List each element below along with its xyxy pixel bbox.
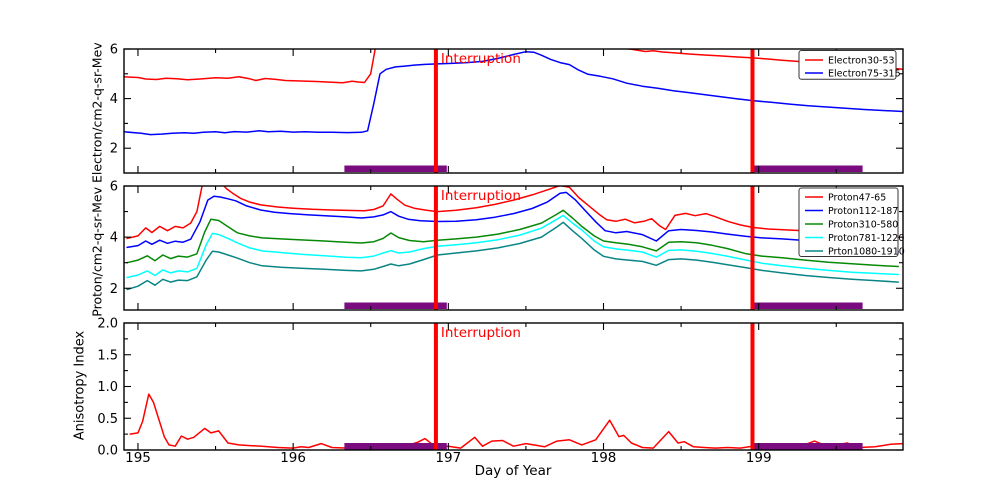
y-tick-label: 2.0 (97, 317, 118, 332)
x-tick-label: 198 (591, 450, 617, 466)
panel-proton-flux: Interruption 2 4 6 (110, 180, 904, 311)
y-tick-label: 1.0 (97, 380, 118, 395)
y-tick-label: 2 (110, 282, 118, 297)
panel-anisotropy: Interruption 0.0 0.5 1.0 1.5 2.0 (97, 317, 904, 459)
series-line-Electron30-53 (124, 49, 903, 84)
interruption-label: Interruption (441, 51, 521, 67)
series-line-Proton47-65 (126, 186, 900, 242)
interruption-label: Interruption (441, 325, 521, 341)
axes-frame (123, 48, 904, 174)
interruption-bar (344, 165, 447, 172)
legend: Electron30-53 Electron75-315 (798, 50, 901, 80)
interruption-bar (344, 443, 447, 450)
y-tick-label: 4 (110, 92, 118, 107)
legend-entry-label: Proton310-580 (828, 220, 898, 231)
legend-entry-label: Electron75-315 (828, 69, 901, 80)
legend-entry-label: Electron30-53 (828, 56, 895, 67)
legend: Proton47-65 Proton112-187 Proton310-580 Pro… (798, 187, 905, 258)
series-line-Prton1080-1910 (126, 221, 900, 291)
y-tick-label: 6 (110, 43, 118, 58)
x-tick-label: 199 (746, 450, 772, 466)
interruption-bar (754, 165, 863, 172)
panel-electron-flux: Interruption 2 4 6 (110, 43, 904, 174)
legend-entry-label: Proton47-65 (828, 193, 886, 204)
y-tick-label: 6 (110, 180, 118, 195)
interruption-bar (344, 302, 447, 309)
axis-ticks (124, 322, 903, 451)
interruption-label: Interruption (441, 188, 521, 204)
legend-entry-label: Proton781-1220 (828, 233, 904, 244)
legend-box (798, 187, 899, 257)
x-tick-label: 196 (280, 450, 306, 466)
y-axis-label-flux: Proton/cm2-q-sr-Mev Electron/cm2-q-sr-Me… (89, 42, 105, 317)
series-line-Proton781-1220 (126, 214, 900, 279)
legend-box (798, 50, 897, 80)
y-tick-label: 2 (110, 142, 118, 157)
axes-frame (123, 185, 904, 311)
x-tick-label: 195 (125, 450, 151, 466)
y-tick-label: 1.5 (97, 348, 118, 363)
y-tick-label: 0.0 (97, 444, 118, 459)
series-line-Proton310-580 (126, 209, 900, 268)
legend-entry-label: Proton112-187 (828, 206, 898, 217)
interruption-bar (754, 443, 863, 450)
axis-ticks (124, 48, 903, 173)
axis-ticks (124, 185, 903, 310)
axes-frame (123, 322, 904, 451)
series-line-AnisotropyIndex (129, 393, 903, 449)
x-tick-label: 197 (435, 450, 461, 466)
y-axis-label-anisotropy: Anisotropy Index (72, 330, 88, 441)
interruption-bar (754, 302, 863, 309)
y-tick-label: 4 (110, 231, 118, 246)
series-line-Electron75-315 (124, 50, 903, 136)
x-axis-label: Day of Year (474, 463, 552, 479)
legend-entry-label: Prton1080-1910 (828, 247, 905, 258)
y-tick-label: 0.5 (97, 412, 118, 427)
